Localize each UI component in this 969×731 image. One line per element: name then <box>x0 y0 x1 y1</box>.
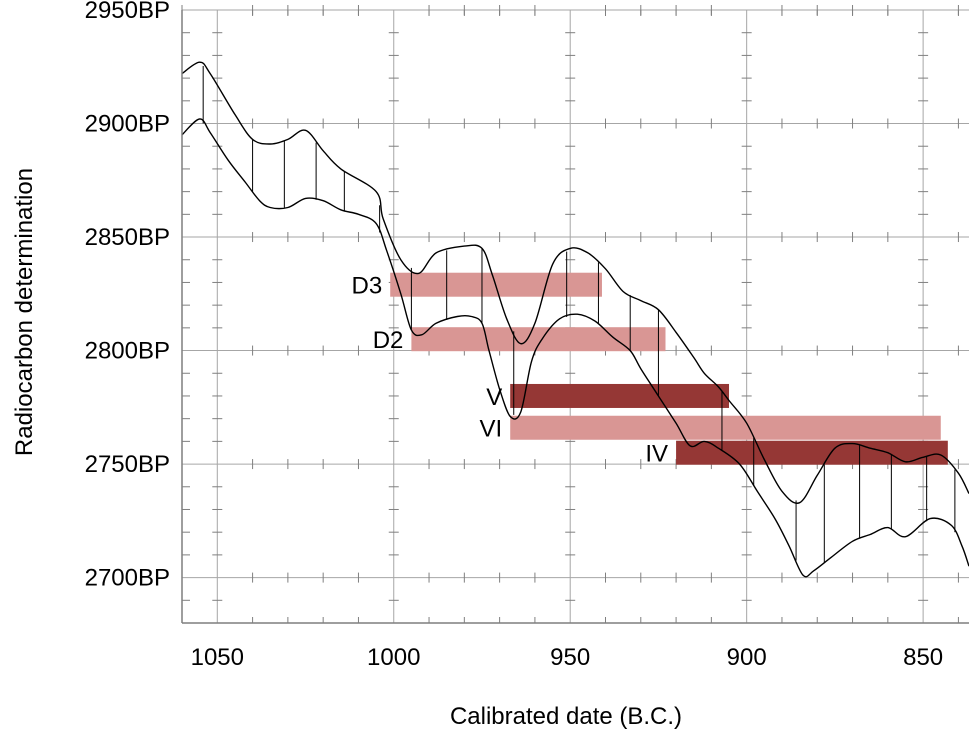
x-tick-labels: 1050 1000 950 900 850 <box>191 644 944 671</box>
y-tick-labels: 2950BP 2900BP 2850BP 2800BP 2750BP 2700BP <box>85 0 170 592</box>
band-label-v: V <box>486 384 502 411</box>
band-label-vi: VI <box>480 416 503 443</box>
lower-curve <box>181 118 969 578</box>
band-label-d3: D3 <box>352 273 383 300</box>
x-tick-label: 1050 <box>191 644 244 671</box>
band-label-d2: D2 <box>373 327 404 354</box>
y-tick-label: 2900BP <box>85 111 170 138</box>
gridlines <box>182 9 969 623</box>
y-tick-label: 2950BP <box>85 0 170 24</box>
date-band-d2 <box>411 327 666 352</box>
y-tick-label: 2800BP <box>85 338 170 365</box>
plot-frame <box>181 10 969 624</box>
x-axis-title: Calibrated date (B.C.) <box>450 703 682 730</box>
date-band-iv <box>676 440 948 465</box>
y-tick-label: 2700BP <box>85 565 170 592</box>
date-band-v <box>510 383 730 408</box>
x-tick-label: 1000 <box>367 644 420 671</box>
minor-ticks <box>181 5 959 623</box>
date-bands: D3 D2 V VI IV <box>352 272 948 468</box>
x-tick-label: 900 <box>727 644 767 671</box>
calibration-curve <box>181 61 969 578</box>
date-band-vi <box>510 415 941 440</box>
band-label-iv: IV <box>645 441 668 468</box>
y-tick-label: 2750BP <box>85 451 170 478</box>
y-tick-label: 2850BP <box>85 224 170 251</box>
x-tick-label: 950 <box>550 644 590 671</box>
x-tick-label: 850 <box>903 644 943 671</box>
y-axis-title: Radiocarbon determination <box>11 168 38 456</box>
upper-curve <box>181 61 969 504</box>
